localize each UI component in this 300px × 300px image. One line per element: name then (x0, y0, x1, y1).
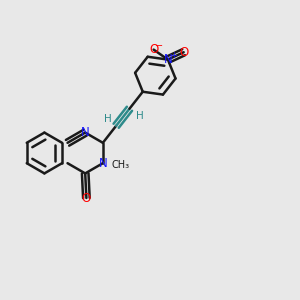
Text: N: N (81, 126, 90, 139)
Text: H: H (136, 111, 144, 121)
Text: +: + (170, 51, 177, 60)
Text: −: − (155, 41, 163, 51)
Text: O: O (179, 46, 188, 59)
Text: N: N (98, 157, 107, 170)
Text: CH₃: CH₃ (111, 160, 129, 170)
Text: O: O (82, 191, 91, 205)
Text: O: O (149, 43, 158, 56)
Text: H: H (104, 114, 112, 124)
Text: N: N (164, 53, 172, 66)
